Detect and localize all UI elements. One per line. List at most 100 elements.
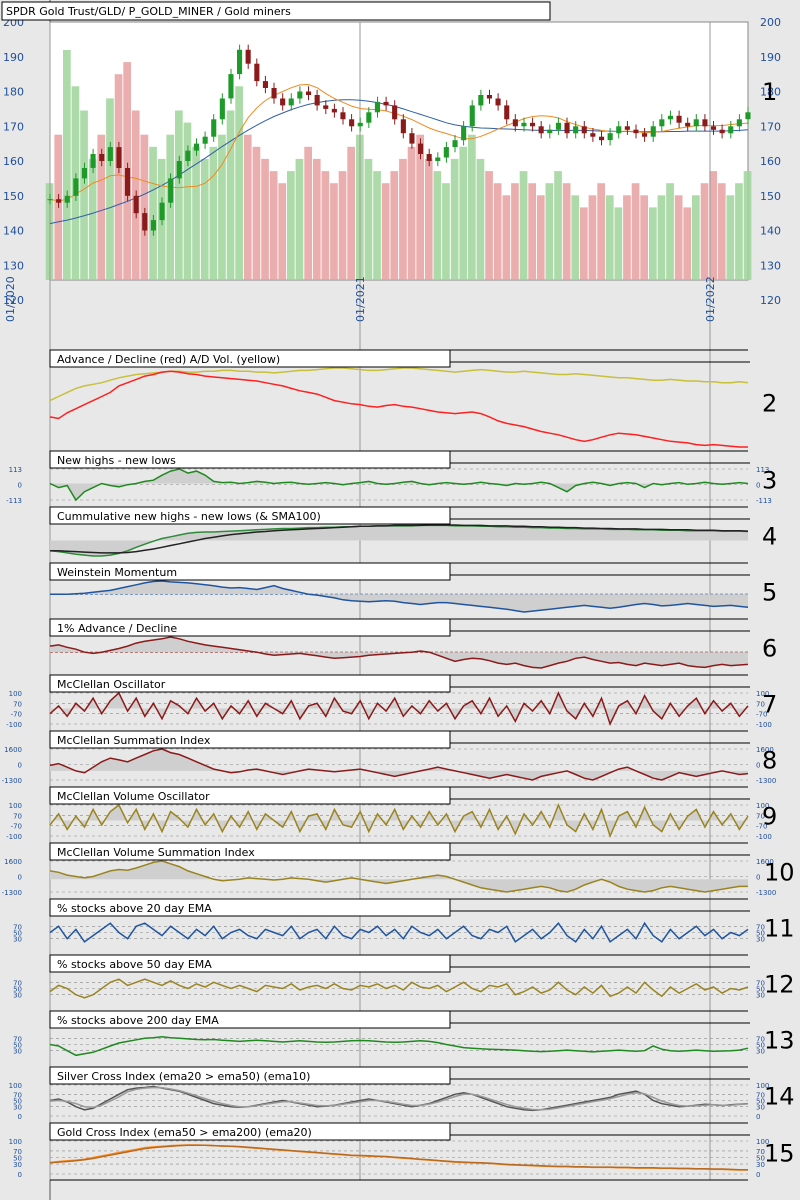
panel-tick-right: -1300 xyxy=(756,777,776,785)
panel-tick-right: 70 xyxy=(756,1148,765,1156)
volume-bar xyxy=(735,183,743,280)
panel-fill xyxy=(50,581,748,612)
indicator-line xyxy=(50,524,749,554)
volume-bar xyxy=(631,183,640,280)
panel-tick-right: 50 xyxy=(756,1155,765,1163)
volume-bar xyxy=(106,98,114,281)
candle-body xyxy=(719,129,725,134)
volume-bar xyxy=(373,171,381,280)
candle-body xyxy=(702,119,708,127)
volume-bar xyxy=(468,134,476,280)
indicator-panel: 100 100 70 70 -70 -70 -100 -100 McClellan Volume… xyxy=(6,786,777,841)
price-tick-right: 150 xyxy=(760,190,781,203)
panel-tick-left: 30 xyxy=(13,936,22,944)
panel-title-box xyxy=(49,842,451,861)
candle-body xyxy=(504,105,510,120)
candle-body xyxy=(237,49,243,75)
panel-title-box xyxy=(49,506,451,525)
panel-tick-left: 70 xyxy=(13,1148,22,1156)
volume-bar xyxy=(261,158,269,280)
panel-tick-right: 1600 xyxy=(756,858,774,866)
panel-fill xyxy=(50,861,748,892)
panel-title: Advance / Decline (red) A/D Vol. (yellow… xyxy=(57,353,280,366)
volume-bar xyxy=(304,146,312,280)
panel-tick-right: 70 xyxy=(756,700,765,708)
panel-title-box xyxy=(49,1066,451,1085)
panel-tick-right: 50 xyxy=(756,930,765,938)
panel-number: 12 xyxy=(764,971,795,999)
panel-tick-left: 0 xyxy=(18,482,22,490)
panel-tick-right: 100 xyxy=(756,1082,769,1090)
volume-bar xyxy=(364,158,373,280)
volume-bar xyxy=(562,183,571,280)
candle-body xyxy=(409,133,415,144)
panel-title-box xyxy=(49,1010,451,1029)
volume-bar xyxy=(528,183,536,280)
candle-body xyxy=(81,168,87,179)
indicator-panel: Advance / Decline (red) A/D Vol. (yellow… xyxy=(49,349,777,448)
candle-body xyxy=(73,178,79,196)
panel-tick-left: 70 xyxy=(13,979,22,987)
volume-bar xyxy=(424,158,433,280)
panel-number: 13 xyxy=(764,1027,795,1055)
candle-body xyxy=(349,119,355,127)
volume-bar xyxy=(485,171,493,280)
panel-tick-right: 0 xyxy=(756,1113,760,1121)
panel-tick-left: 100 xyxy=(9,690,22,698)
price-tick-left: 190 xyxy=(3,51,24,64)
volume-bar xyxy=(97,134,106,280)
panel-tick-left: 100 xyxy=(9,1138,22,1146)
panel-tick-right: 30 xyxy=(756,992,765,1000)
volume-bar xyxy=(519,171,528,280)
volume-bar xyxy=(597,183,605,280)
price-tick-right: 170 xyxy=(760,120,781,133)
panel-tick-right: 100 xyxy=(756,1138,769,1146)
candle-body xyxy=(245,49,251,64)
candle-body xyxy=(288,98,294,106)
candle-body xyxy=(512,119,518,127)
panel-number: 4 xyxy=(762,523,777,551)
volume-bar xyxy=(226,110,235,280)
panel-title: Weinstein Momentum xyxy=(57,566,177,579)
price-tick-right: 160 xyxy=(760,155,781,168)
indicator-panel: 1600 1600 0 0 -1300 -1300 McClellan Volume Sum… xyxy=(2,842,795,897)
price-tick-right: 180 xyxy=(760,86,781,99)
price-tick-right: 120 xyxy=(760,294,781,307)
candle-body xyxy=(314,95,320,106)
candle-body xyxy=(555,122,561,130)
volume-bar xyxy=(269,171,278,280)
candle-body xyxy=(642,133,648,137)
candle-body xyxy=(400,119,406,134)
panel-title-box xyxy=(49,618,451,637)
volume-bar xyxy=(192,146,200,280)
indicator-line xyxy=(49,1086,749,1111)
candle-body xyxy=(745,112,751,120)
panel-title: % stocks above 20 day EMA xyxy=(57,902,212,915)
candle-body xyxy=(590,133,596,137)
volume-bar xyxy=(287,171,295,280)
volume-bar xyxy=(295,158,304,280)
candle-body xyxy=(461,126,467,141)
panel-tick-left: -100 xyxy=(6,833,22,841)
candle-body xyxy=(693,119,699,127)
indicator-panels: Advance / Decline (red) A/D Vol. (yellow… xyxy=(2,349,795,1181)
candle-body xyxy=(624,126,630,130)
volume-bar xyxy=(623,195,631,280)
panel-tick-right: 30 xyxy=(756,1161,765,1169)
price-tick-left: 140 xyxy=(3,225,24,238)
indicator-line xyxy=(49,860,748,893)
volume-bar xyxy=(390,171,399,280)
panel-number: 14 xyxy=(764,1083,795,1111)
price-tick-right: 190 xyxy=(760,51,781,64)
panel-number: 6 xyxy=(762,635,777,663)
volume-bar xyxy=(545,183,554,280)
panel-tick-right: -100 xyxy=(756,833,772,841)
price-tick-left: 180 xyxy=(3,86,24,99)
price-tick-right: 200 xyxy=(760,16,781,29)
panel-tick-right: -1300 xyxy=(756,889,776,897)
indicator-line xyxy=(49,636,749,669)
candle-body xyxy=(564,122,570,134)
